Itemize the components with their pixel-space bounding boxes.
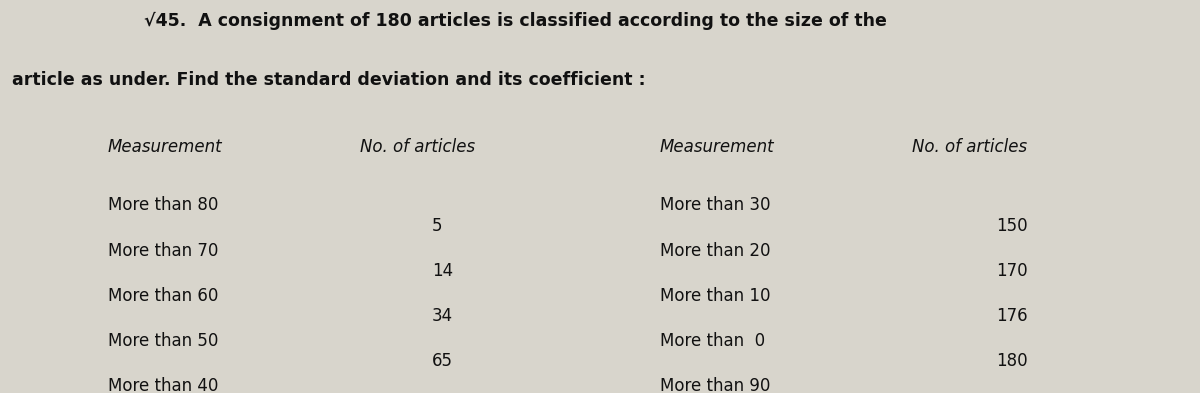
Text: 176: 176 — [996, 307, 1027, 325]
Text: √45.  A consignment of 180 articles is classified according to the size of the: √45. A consignment of 180 articles is cl… — [144, 12, 887, 30]
Text: More than 60: More than 60 — [108, 287, 218, 305]
Text: 34: 34 — [432, 307, 454, 325]
Text: More than 40: More than 40 — [108, 377, 218, 393]
Text: No. of articles: No. of articles — [912, 138, 1027, 156]
Text: 14: 14 — [432, 262, 454, 280]
Text: Measurement: Measurement — [108, 138, 223, 156]
Text: More than 30: More than 30 — [660, 196, 770, 215]
Text: article as under. Find the standard deviation and its coefficient :: article as under. Find the standard devi… — [12, 71, 646, 89]
Text: More than 50: More than 50 — [108, 332, 218, 350]
Text: More than 10: More than 10 — [660, 287, 770, 305]
Text: Measurement: Measurement — [660, 138, 775, 156]
Text: 5: 5 — [432, 217, 443, 235]
Text: More than  0: More than 0 — [660, 332, 766, 350]
Text: More than 90: More than 90 — [660, 377, 770, 393]
Text: 170: 170 — [996, 262, 1027, 280]
Text: More than 20: More than 20 — [660, 242, 770, 260]
Text: More than 80: More than 80 — [108, 196, 218, 215]
Text: More than 70: More than 70 — [108, 242, 218, 260]
Text: No. of articles: No. of articles — [360, 138, 475, 156]
Text: 65: 65 — [432, 353, 454, 371]
Text: 180: 180 — [996, 353, 1027, 371]
Text: 150: 150 — [996, 217, 1027, 235]
